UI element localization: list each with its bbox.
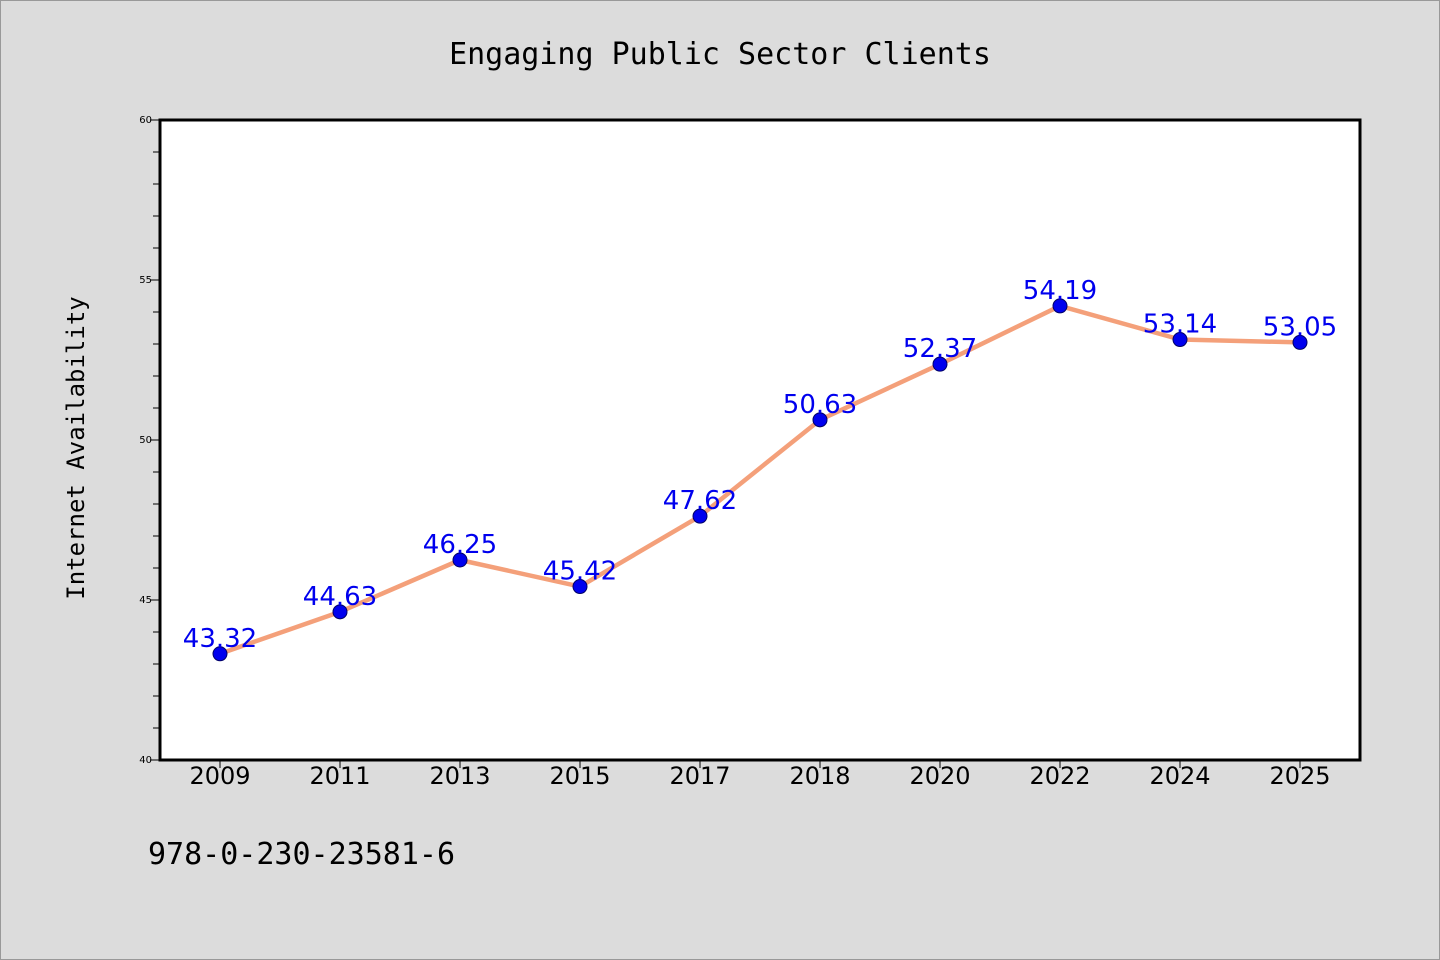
y-axis-label: Internet Availability — [62, 296, 90, 599]
y-tick-label: 45 — [139, 595, 152, 606]
series-line-group: 43.32 44.63 46.25 45.42 47.62 50.63 52.37 54.19… — [183, 276, 1337, 662]
x-tick-label: 2009 — [189, 762, 250, 790]
x-tick-label: 2024 — [1149, 762, 1210, 790]
data-label: 45.42 — [543, 557, 617, 587]
data-point-marker — [1292, 334, 1308, 350]
series-line — [217, 303, 1303, 657]
x-tick-label: 2017 — [669, 762, 730, 790]
data-point-marker — [212, 646, 228, 662]
x-tick-label: 2020 — [909, 762, 970, 790]
y-tick-label: 60 — [139, 115, 152, 126]
x-tick-label: 2025 — [1269, 762, 1330, 790]
data-label: 53.14 — [1143, 310, 1217, 340]
data-point-marker — [452, 552, 468, 568]
data-point-marker — [692, 508, 708, 524]
data-label: 52.37 — [903, 334, 977, 364]
y-axis: 40 45 50 55 60 — [139, 115, 160, 766]
plot-frame — [158, 118, 1362, 762]
chart-title: Engaging Public Sector Clients — [449, 37, 991, 72]
data-label: 43.32 — [183, 624, 257, 654]
x-tick-label: 2022 — [1029, 762, 1090, 790]
plot-area — [160, 120, 1360, 760]
data-label: 46.25 — [423, 530, 497, 560]
data-point-marker — [1172, 332, 1188, 348]
x-tick-label: 2013 — [429, 762, 490, 790]
x-tick-label: 2015 — [549, 762, 610, 790]
y-tick-label: 55 — [139, 275, 152, 286]
data-point-marker — [332, 604, 348, 620]
data-point-marker — [932, 356, 948, 372]
data-point-marker — [1052, 298, 1068, 314]
data-label: 47.62 — [663, 486, 737, 516]
y-tick-label: 50 — [139, 435, 152, 446]
x-tick-label: 2011 — [309, 762, 370, 790]
x-tick-label: 2018 — [789, 762, 850, 790]
x-axis: 2009 2011 2013 2015 2017 2018 2020 2022 2024 2025 — [189, 760, 1331, 790]
data-point-marker — [572, 579, 588, 595]
data-label: 53.05 — [1263, 312, 1337, 342]
y-tick-label: 40 — [139, 755, 152, 766]
data-point-marker — [812, 412, 828, 428]
footer-isbn: 978-0-230-23581-6 — [148, 837, 455, 872]
data-label: 44.63 — [303, 582, 377, 612]
data-label: 50.63 — [783, 390, 857, 420]
data-label: 54.19 — [1023, 276, 1097, 306]
